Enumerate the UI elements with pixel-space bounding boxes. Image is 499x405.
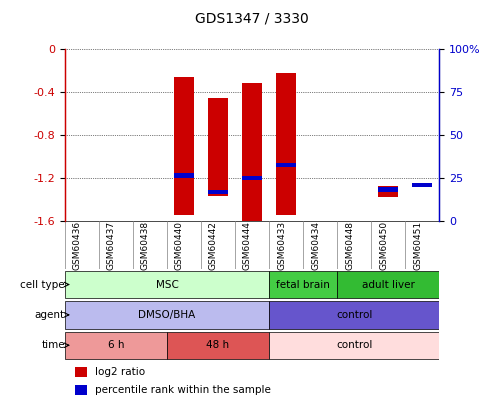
Bar — [75, 385, 87, 395]
Text: GDS1347 / 3330: GDS1347 / 3330 — [195, 11, 309, 25]
Bar — [75, 367, 87, 377]
Bar — [174, 173, 194, 178]
Bar — [65, 332, 167, 359]
Bar — [378, 186, 398, 197]
Text: GSM60451: GSM60451 — [413, 221, 422, 270]
Text: GSM60433: GSM60433 — [277, 221, 286, 270]
Bar — [208, 190, 228, 194]
Text: GSM60442: GSM60442 — [209, 221, 218, 270]
Text: adult liver: adult liver — [362, 279, 415, 290]
Text: cell type: cell type — [20, 279, 65, 290]
Bar — [269, 332, 439, 359]
Bar — [65, 271, 269, 298]
Text: log2 ratio: log2 ratio — [95, 367, 145, 377]
Text: agent: agent — [35, 310, 65, 320]
Text: DMSO/BHA: DMSO/BHA — [138, 310, 196, 320]
Text: percentile rank within the sample: percentile rank within the sample — [95, 385, 270, 395]
Bar — [242, 83, 262, 221]
Text: fetal brain: fetal brain — [276, 279, 330, 290]
Text: control: control — [336, 310, 372, 320]
Bar — [378, 188, 398, 192]
Text: MSC: MSC — [156, 279, 178, 290]
Text: GSM60438: GSM60438 — [141, 221, 150, 270]
Bar — [412, 183, 432, 188]
Text: GSM60437: GSM60437 — [107, 221, 116, 270]
Text: GSM60434: GSM60434 — [311, 221, 320, 270]
Bar — [242, 175, 262, 180]
Bar — [208, 98, 228, 196]
Bar — [412, 183, 432, 186]
Bar — [276, 163, 296, 167]
Bar — [65, 301, 269, 328]
Text: GSM60448: GSM60448 — [345, 221, 354, 270]
Text: GSM60440: GSM60440 — [175, 221, 184, 270]
Bar — [269, 271, 337, 298]
Bar — [167, 332, 269, 359]
Text: time: time — [41, 340, 65, 350]
Bar — [269, 301, 439, 328]
Text: GSM60436: GSM60436 — [73, 221, 82, 270]
Text: control: control — [336, 340, 372, 350]
Text: 48 h: 48 h — [207, 340, 230, 350]
Text: GSM60444: GSM60444 — [243, 221, 252, 270]
Bar — [174, 77, 194, 215]
Text: GSM60450: GSM60450 — [379, 221, 388, 270]
Bar — [337, 271, 439, 298]
Text: 6 h: 6 h — [108, 340, 124, 350]
Bar — [276, 73, 296, 215]
